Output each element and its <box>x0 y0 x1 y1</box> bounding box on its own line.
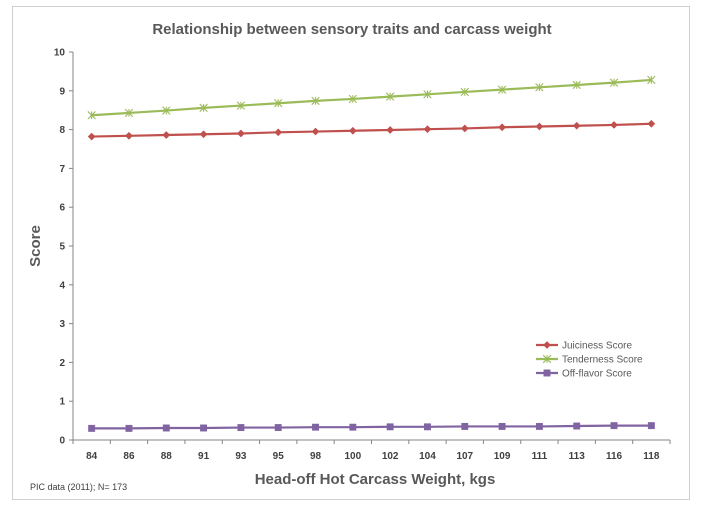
x-tick-label: 100 <box>345 451 362 462</box>
x-tick-label: 93 <box>235 451 247 462</box>
data-point-asterisk <box>87 111 96 120</box>
x-tick-label: 111 <box>532 451 548 462</box>
y-tick-label: 3 <box>59 319 65 330</box>
data-point-asterisk <box>385 92 395 101</box>
data-point-diamond <box>572 121 581 130</box>
y-tick-label: 8 <box>59 125 65 136</box>
data-point-asterisk <box>236 101 246 110</box>
data-point-square <box>162 424 170 432</box>
data-point-square <box>498 422 506 430</box>
y-tick-label: 7 <box>59 164 65 175</box>
data-point-diamond <box>162 131 171 139</box>
data-point-square <box>535 422 543 430</box>
series-line-square <box>91 424 652 430</box>
x-tick-label: 102 <box>382 451 399 462</box>
data-point-asterisk <box>535 83 544 92</box>
data-point-diamond <box>125 131 133 140</box>
data-point-asterisk <box>199 103 208 113</box>
data-point-square <box>312 423 319 431</box>
data-point-asterisk <box>609 78 619 87</box>
series-line-asterisk <box>91 78 652 117</box>
x-tick-label: 118 <box>643 451 660 462</box>
y-tick-label: 6 <box>59 203 65 214</box>
data-point-diamond <box>348 126 357 135</box>
legend-label: Juiciness Score <box>562 341 632 352</box>
y-tick-label: 9 <box>59 86 65 97</box>
data-point-asterisk <box>497 85 507 94</box>
legend-label: Tenderness Score <box>562 355 643 366</box>
y-tick-label: 5 <box>59 242 65 253</box>
data-point-asterisk <box>572 80 581 90</box>
data-point-diamond <box>423 125 432 134</box>
x-tick-label: 91 <box>198 451 210 462</box>
x-axis-title: Head-off Hot Carcass Weight, kgs <box>255 471 496 488</box>
data-point-square <box>125 424 133 432</box>
data-point-asterisk <box>311 96 320 106</box>
data-point-square <box>200 424 208 432</box>
data-point-diamond <box>386 126 395 134</box>
data-point-asterisk <box>348 94 358 104</box>
data-point-diamond <box>236 129 245 138</box>
data-point-diamond <box>610 120 618 129</box>
data-point-square <box>424 423 431 431</box>
data-point-asterisk <box>274 99 283 108</box>
data-point-diamond <box>647 119 656 128</box>
legend-marker <box>542 354 552 364</box>
plot-area: 0 1 2 3 4 5 6 7 8 9 10 84 86 88 91 93 95 98 100 102 104 107 10… <box>54 48 671 462</box>
x-tick-label: 86 <box>123 451 135 462</box>
data-point-asterisk <box>647 75 656 85</box>
x-tick-label: 88 <box>161 451 173 462</box>
x-tick-label: 109 <box>494 451 511 462</box>
data-point-square <box>647 422 655 430</box>
data-point-asterisk <box>423 90 432 99</box>
data-point-square <box>274 424 282 432</box>
series-line-diamond <box>91 122 652 138</box>
data-point-square <box>349 423 357 431</box>
footnote: PIC data (2011); N= 173 <box>30 482 127 492</box>
data-point-square <box>610 422 618 430</box>
x-tick-label: 84 <box>86 451 98 462</box>
data-point-diamond <box>498 123 507 132</box>
data-point-diamond <box>199 130 208 139</box>
x-tick-label: 107 <box>456 451 473 462</box>
legend-marker <box>543 369 551 377</box>
data-point-diamond <box>460 124 469 133</box>
y-tick-label: 10 <box>54 48 66 59</box>
data-point-diamond <box>87 132 96 141</box>
data-point-asterisk <box>162 106 171 115</box>
data-point-asterisk <box>460 87 469 97</box>
data-point-diamond <box>274 128 283 137</box>
x-tick-label: 95 <box>273 451 285 462</box>
y-axis-title: Score <box>27 225 44 267</box>
data-point-square <box>573 422 581 430</box>
y-tick-label: 2 <box>59 358 65 369</box>
legend-marker <box>543 341 551 349</box>
data-point-square <box>237 424 245 432</box>
data-point-diamond <box>535 122 544 131</box>
chart-title: Relationship between sensory traits and … <box>152 21 551 38</box>
y-tick-label: 1 <box>59 397 65 408</box>
data-point-square <box>88 424 96 432</box>
x-tick-label: 104 <box>419 451 436 462</box>
y-tick-label: 0 <box>59 436 65 447</box>
data-point-diamond <box>311 127 320 136</box>
legend-label: Off-flavor Score <box>562 369 632 380</box>
y-tick-label: 4 <box>59 280 65 291</box>
data-point-square <box>386 423 394 431</box>
data-point-square <box>461 422 469 430</box>
x-tick-label: 113 <box>569 451 586 462</box>
data-point-asterisk <box>124 108 134 118</box>
x-tick-label: 98 <box>310 451 322 462</box>
x-tick-label: 116 <box>606 451 623 462</box>
